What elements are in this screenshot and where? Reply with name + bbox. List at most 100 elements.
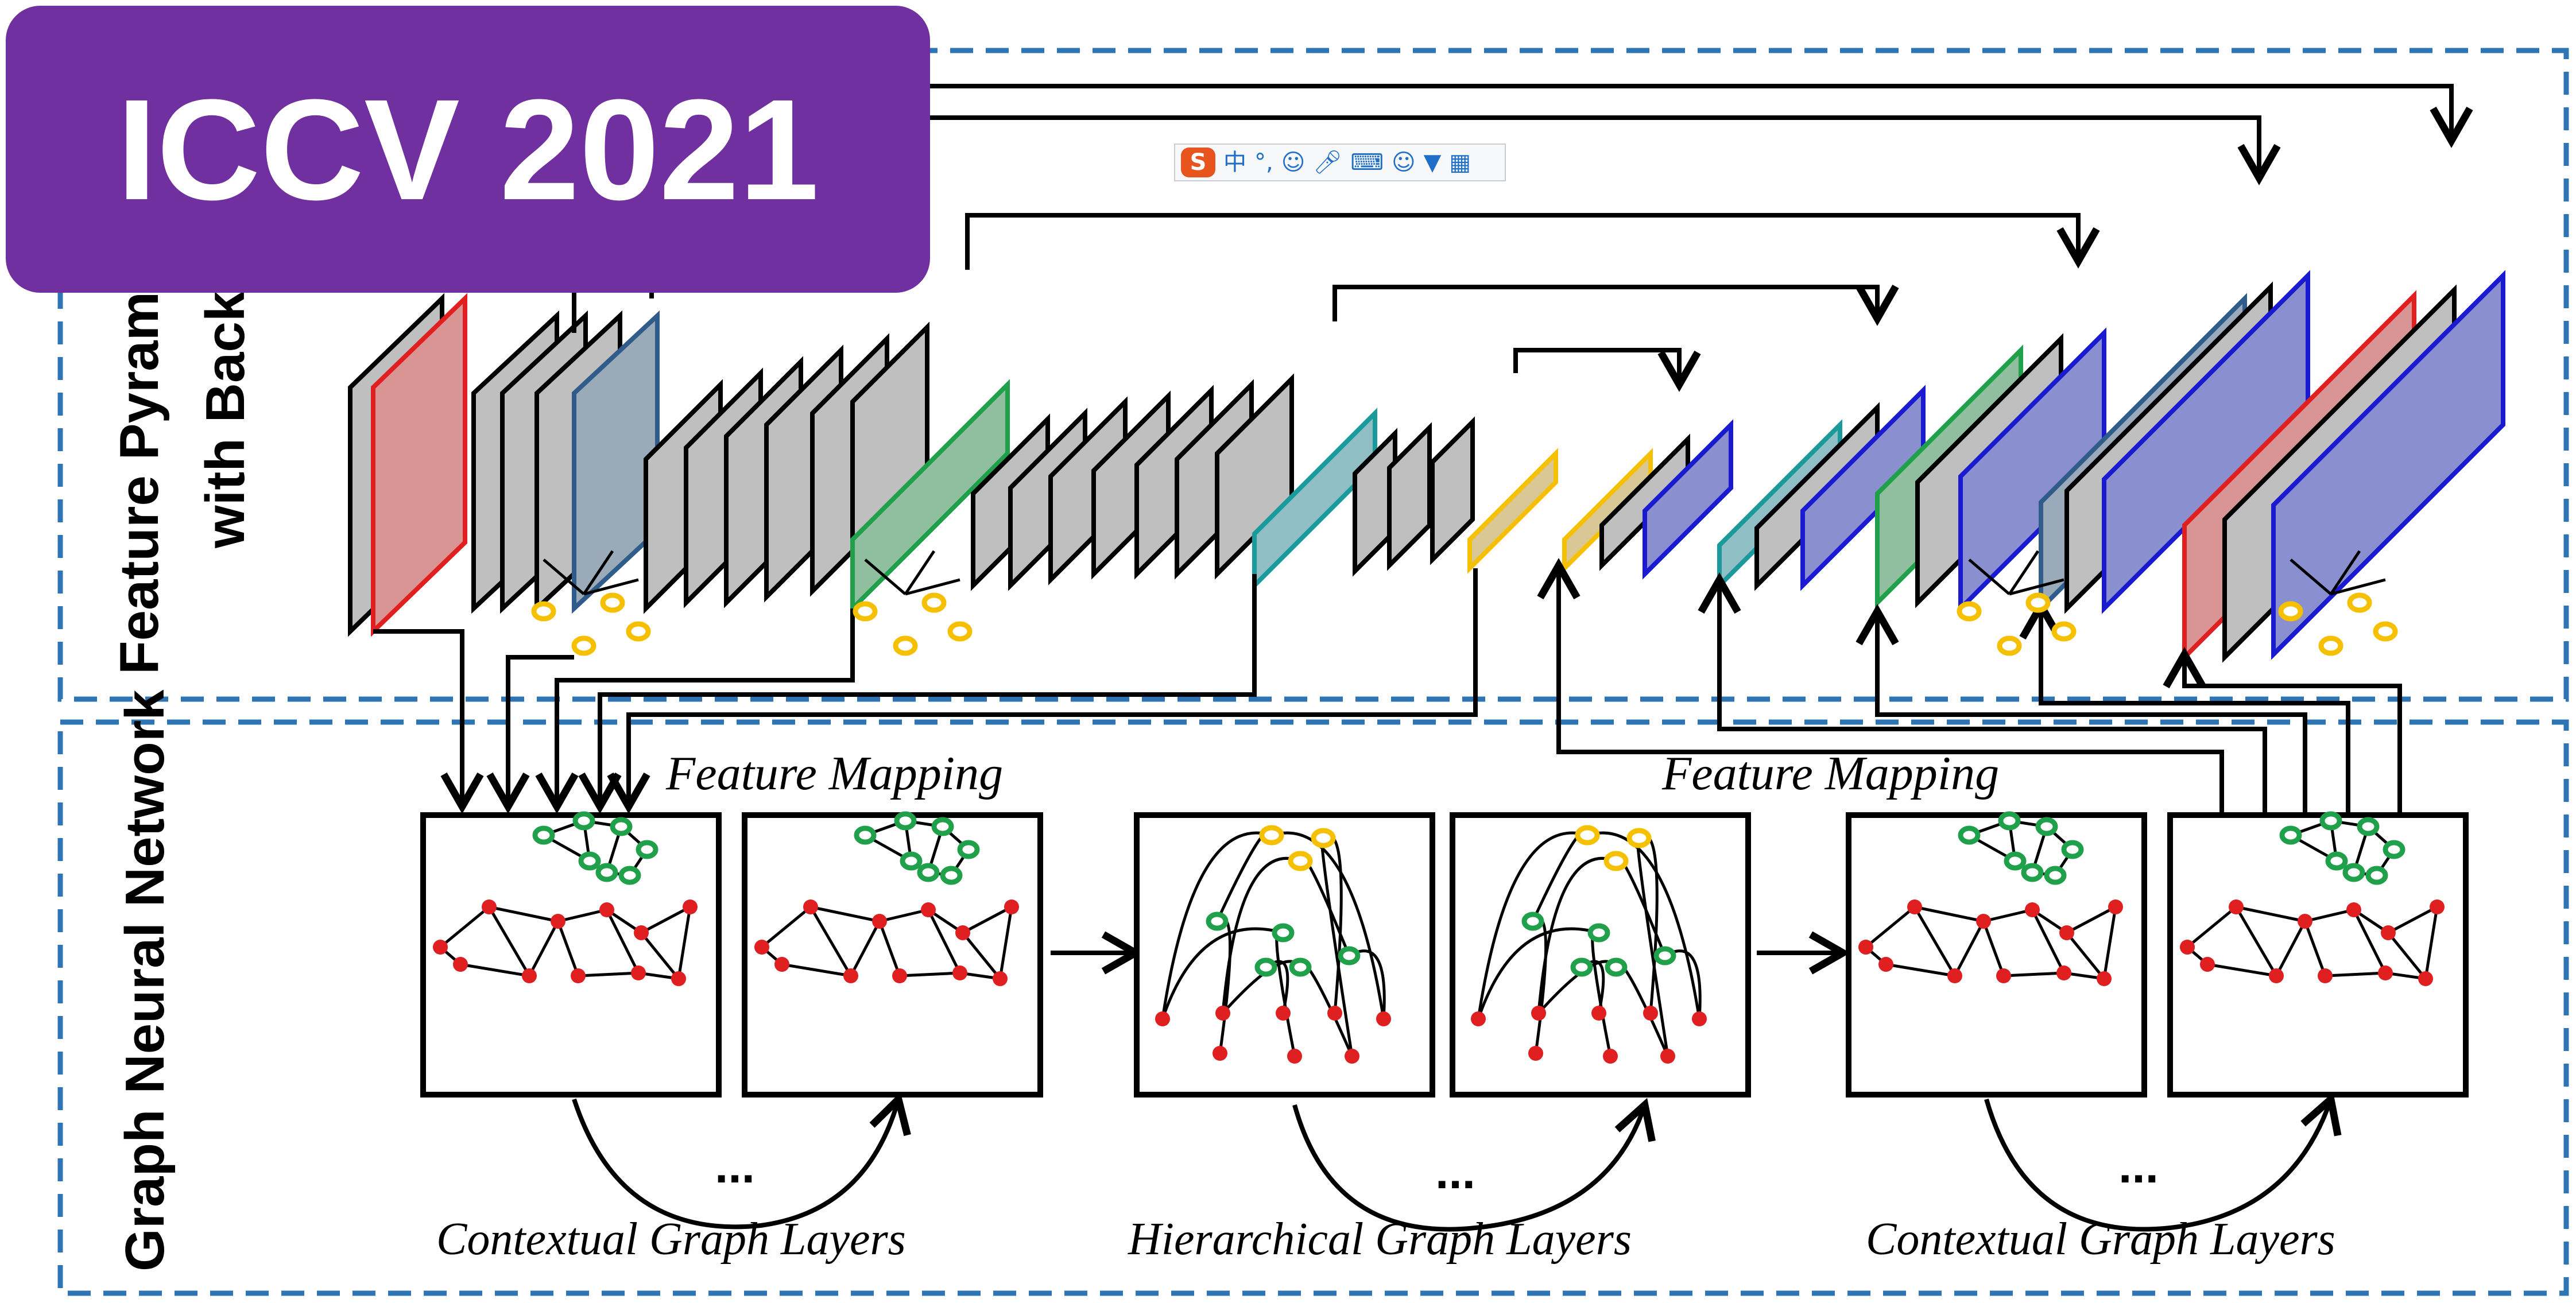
graph-node-red [892, 968, 907, 983]
graph-edge [1865, 906, 1916, 948]
graph-edge [640, 905, 691, 934]
graph-edge [439, 906, 490, 948]
ime-punctuation-toggle[interactable]: °, [1254, 149, 1273, 176]
connector-arrow-13 [1856, 604, 2307, 815]
hierarchical-graph-3 [1155, 825, 1391, 1064]
graph-node-yellow [600, 592, 625, 613]
graph-node-green [610, 817, 633, 836]
graph-edge [460, 963, 530, 978]
graph-node-yellow [2318, 635, 2343, 656]
graph-node-yellow [1626, 828, 1652, 848]
graph-node-green [1521, 912, 1544, 931]
graph-edge [879, 908, 929, 923]
user-icon[interactable]: ☺ [1391, 149, 1416, 176]
mic-icon[interactable]: 🎤︎ [1313, 149, 1343, 176]
graph-edge [1885, 963, 1955, 978]
graph-node-green [2319, 811, 2342, 831]
graph-node-red [1327, 1006, 1342, 1021]
connector-arrow-10 [607, 568, 1478, 814]
ellipsis-left: ... [715, 1139, 755, 1193]
graph-node-red [2430, 899, 2445, 914]
graph-node-green [1289, 957, 1312, 977]
graph-node-red [1947, 968, 1962, 983]
graph-panel-3 [1134, 812, 1435, 1098]
graph-edge [1477, 927, 1599, 1019]
graph-node-green [2342, 863, 2365, 882]
graph-node-green [2004, 851, 2027, 871]
contextual-graph-1 [433, 550, 698, 986]
connector-arrow-20 [1984, 1092, 2342, 1232]
graph-edge [904, 550, 936, 595]
graph-node-red [1692, 1011, 1707, 1026]
graph-edge [2008, 550, 2040, 595]
graph-node-red [2378, 965, 2393, 980]
graph-edge [1982, 921, 2005, 976]
hierarchical-graph-4 [1471, 825, 1707, 1064]
graph-node-yellow [2373, 621, 2398, 642]
grid-icon[interactable]: ▦ [1449, 149, 1471, 176]
graph-node-green [2365, 866, 2388, 885]
graph-node-yellow [893, 635, 918, 656]
ime-emoji-icon[interactable]: ☺ [1281, 149, 1306, 176]
graph-edge [2387, 905, 2438, 934]
ime-chinese-toggle[interactable]: 中 [1223, 149, 1246, 176]
graph-node-red [843, 968, 858, 983]
graph-node-red [1603, 1049, 1618, 1064]
graph-node-red [993, 971, 1008, 986]
graph-node-green [931, 817, 954, 836]
graph-node-red [571, 968, 586, 983]
graph-node-yellow [1259, 825, 1284, 846]
graph-edge [1477, 831, 1588, 1019]
connector-arrow-9 [578, 574, 1257, 814]
graph-node-green [595, 863, 618, 882]
graph-node-red [952, 965, 967, 980]
graph-node-red [631, 965, 646, 980]
feature-plane-13 [850, 379, 1010, 614]
connector-arrow-6 [373, 629, 484, 814]
feature-mapping-label-right: Feature Mapping [1661, 747, 1999, 800]
graph-node-green [2357, 817, 2380, 836]
graph-edge [927, 909, 962, 974]
graph-node-green [2021, 863, 2044, 882]
graph-node-green [900, 851, 923, 871]
ellipsis-middle: ... [1435, 1145, 1475, 1199]
graph-edge [1968, 559, 2011, 595]
graph-node-red [1976, 914, 1991, 929]
graph-node-green [957, 840, 980, 859]
section-label-feature-pyramid: Feature Pyramid [109, 243, 170, 674]
graph-edge [998, 906, 1013, 979]
graph-node-red [754, 940, 769, 955]
graph-edge [677, 906, 692, 979]
graph-edge [2330, 578, 2386, 596]
feature-plane-25 [1467, 448, 1558, 574]
connector-arrow-5 [1513, 348, 1701, 392]
keyboard-icon[interactable]: ⌨ [1350, 149, 1384, 176]
graph-node-red [1528, 1046, 1543, 1061]
graph-node-red [599, 902, 614, 917]
ime-logo[interactable]: S [1181, 148, 1215, 177]
graph-node-green [1653, 946, 1676, 965]
conference-badge: ICCV 2021 [6, 6, 930, 293]
feature-plane-40 [2271, 270, 2505, 660]
graph-node-red [1376, 1011, 1391, 1026]
graph-node-green [894, 811, 917, 831]
graph-node-yellow [2347, 592, 2372, 613]
graph-edge [905, 578, 960, 596]
ime-toolbar[interactable]: S 中 °, ☺ 🎤︎ ⌨ ☺ ▼ ▦ [1174, 144, 1506, 181]
graph-edge [864, 559, 907, 595]
graph-edge [2424, 906, 2439, 979]
graph-node-red [1345, 1049, 1359, 1064]
graph-edge [1913, 906, 1957, 977]
graph-node-red [1996, 968, 2011, 983]
shirt-icon[interactable]: ▼ [1423, 149, 1442, 176]
graph-edge [2303, 921, 2327, 976]
graph-edge [489, 905, 559, 923]
graph-edge [2207, 963, 2277, 978]
graph-edge [578, 971, 639, 978]
graph-edge [2275, 920, 2307, 977]
graph-node-red [1660, 1049, 1675, 1064]
graph-node-red [1907, 899, 1922, 914]
graph-edge [2009, 578, 2064, 596]
contextual-graph-5 [1858, 550, 2123, 986]
graph-node-green [1338, 946, 1361, 965]
